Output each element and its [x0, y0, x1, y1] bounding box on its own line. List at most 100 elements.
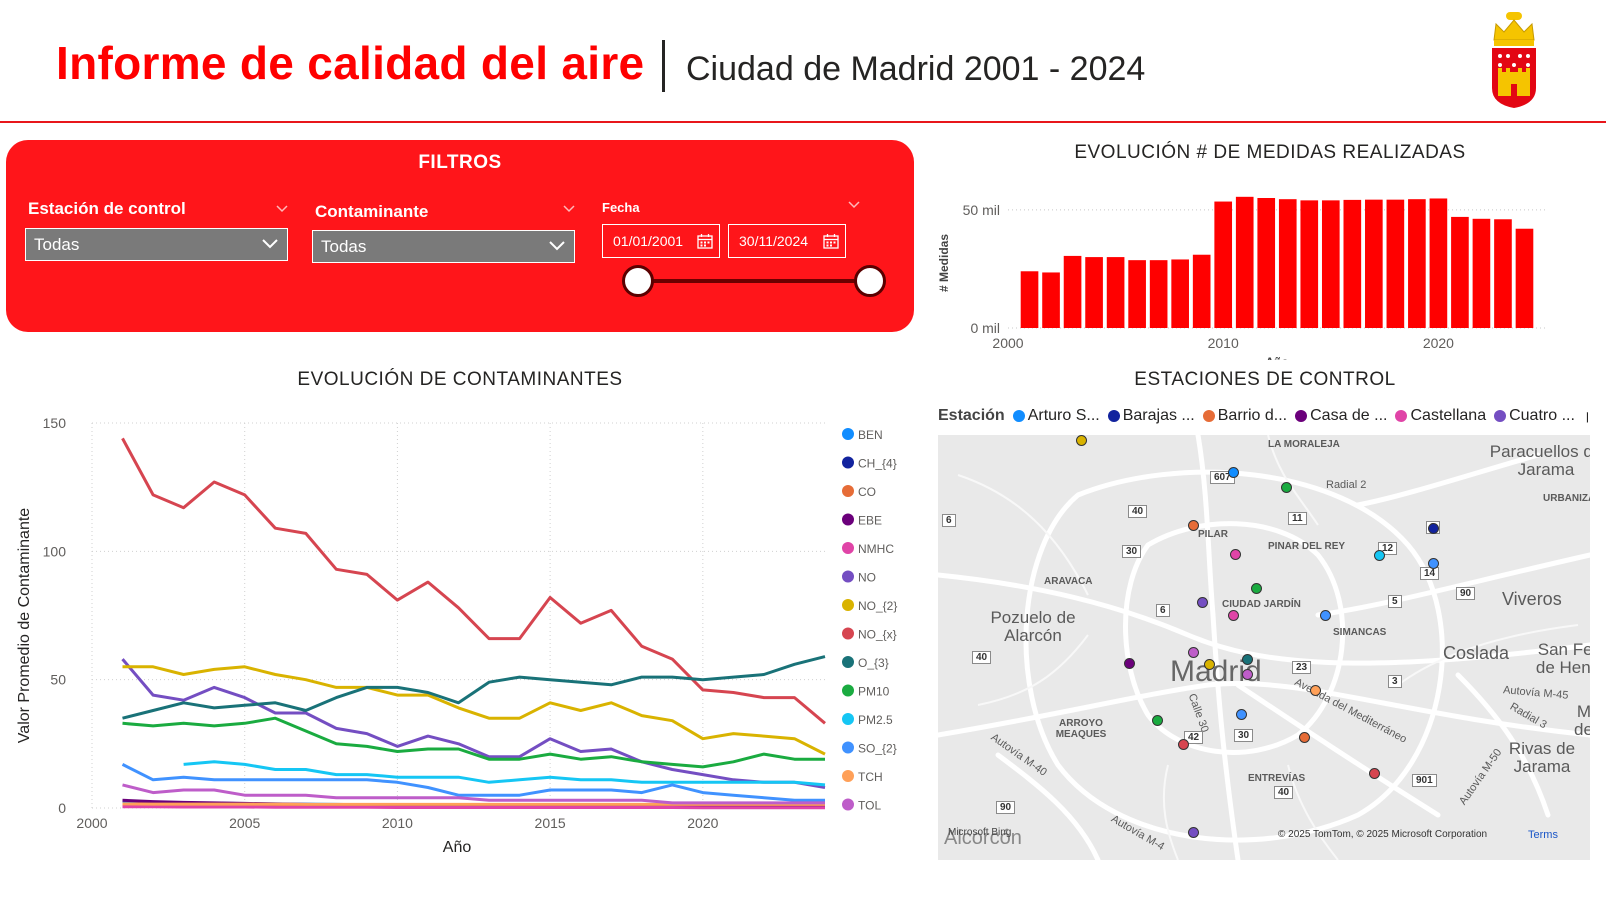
station-marker[interactable]: [1242, 669, 1253, 680]
station-marker[interactable]: [1320, 610, 1331, 621]
series-line-nmhc[interactable]: [122, 805, 826, 810]
calendar-icon[interactable]: [697, 233, 713, 249]
station-marker[interactable]: [1281, 482, 1292, 493]
series-line-tol[interactable]: [122, 783, 826, 805]
triangle-right-icon[interactable]: ▶: [1587, 408, 1588, 425]
station-marker[interactable]: [1188, 520, 1199, 531]
series-line-no2[interactable]: [122, 665, 826, 756]
station-marker[interactable]: [1374, 550, 1385, 561]
station-marker[interactable]: [1236, 709, 1247, 720]
legend-station-item[interactable]: Casa de ...: [1295, 407, 1387, 425]
bar-2023[interactable]: [1494, 219, 1512, 328]
bar-2011[interactable]: [1235, 196, 1254, 328]
series-line-pm2.5[interactable]: [183, 760, 826, 787]
pollutant-dropdown[interactable]: Todas: [312, 230, 575, 263]
date-slider-track[interactable]: [636, 279, 868, 283]
bar-2008[interactable]: [1171, 259, 1189, 328]
calendar-icon[interactable]: [823, 233, 839, 249]
bar-2014[interactable]: [1300, 200, 1319, 328]
legend-label[interactable]: NO: [858, 571, 876, 585]
bar-2004[interactable]: [1085, 257, 1103, 328]
legend-marker[interactable]: [842, 656, 854, 668]
bar-2016[interactable]: [1343, 199, 1362, 328]
legend-marker[interactable]: [842, 485, 854, 497]
date-slider-start-handle[interactable]: [622, 265, 654, 297]
station-marker[interactable]: [1251, 583, 1262, 594]
legend-station-item[interactable]: Castellana: [1395, 407, 1486, 425]
legend-marker[interactable]: [842, 713, 854, 725]
bar-2020[interactable]: [1429, 198, 1448, 328]
stations-map[interactable]: LA MORALEJA Paracuellos de Jarama URBANIZA…: [938, 435, 1590, 860]
legend-label[interactable]: CO: [858, 485, 876, 499]
legend-marker[interactable]: [842, 542, 854, 554]
legend-marker[interactable]: [842, 513, 854, 526]
bar-2019[interactable]: [1408, 199, 1426, 328]
series-line-no[interactable]: [121, 658, 826, 789]
chevron-down-icon[interactable]: [563, 202, 575, 214]
station-marker[interactable]: [1076, 435, 1087, 446]
legend-label[interactable]: TCH: [858, 770, 883, 784]
legend-label[interactable]: CH_{4}: [858, 457, 897, 471]
series-line-so2[interactable]: [121, 763, 826, 802]
legend-label[interactable]: NMHC: [858, 542, 894, 556]
legend-label[interactable]: TOL: [858, 799, 881, 813]
series-line-pm10[interactable]: [122, 716, 826, 769]
chevron-down-icon[interactable]: [276, 202, 288, 214]
legend-label[interactable]: NO_{x}: [858, 628, 897, 642]
legend-marker[interactable]: [842, 770, 854, 782]
legend-marker[interactable]: [842, 741, 854, 754]
legend-marker[interactable]: [842, 599, 854, 611]
station-dropdown[interactable]: Todas: [25, 228, 288, 261]
station-marker[interactable]: [1188, 827, 1199, 838]
legend-label[interactable]: NO_{2}: [858, 599, 897, 613]
station-marker[interactable]: [1369, 768, 1380, 779]
bar-2015[interactable]: [1321, 200, 1340, 328]
legend-station-item[interactable]: Barajas ...: [1107, 407, 1195, 425]
map-label-terms[interactable]: Terms: [1528, 829, 1558, 841]
station-marker[interactable]: [1178, 739, 1189, 750]
date-to-input[interactable]: 30/11/2024: [728, 224, 846, 258]
station-marker[interactable]: [1204, 659, 1215, 670]
station-marker[interactable]: [1228, 610, 1239, 621]
legend-label[interactable]: O_{3}: [858, 656, 889, 670]
bar-2009[interactable]: [1192, 254, 1211, 328]
bar-2002[interactable]: [1042, 272, 1060, 328]
date-slider-end-handle[interactable]: [854, 265, 886, 297]
bar-2013[interactable]: [1278, 199, 1297, 328]
station-marker[interactable]: [1152, 715, 1163, 726]
legend-marker[interactable]: [842, 684, 854, 697]
station-marker[interactable]: [1428, 558, 1439, 569]
legend-marker[interactable]: [842, 456, 854, 469]
bar-2021[interactable]: [1451, 216, 1469, 328]
bar-2022[interactable]: [1472, 218, 1491, 328]
station-marker[interactable]: [1428, 523, 1439, 534]
bar-2018[interactable]: [1386, 199, 1405, 328]
bar-2003[interactable]: [1063, 255, 1082, 328]
legend-label[interactable]: PM10: [858, 685, 890, 699]
station-marker[interactable]: [1299, 732, 1310, 743]
legend-label[interactable]: BEN: [858, 428, 883, 442]
bar-2001[interactable]: [1020, 271, 1039, 328]
legend-station-item[interactable]: Barrio d...: [1202, 407, 1287, 425]
station-marker[interactable]: [1242, 654, 1253, 665]
series-line-nox[interactable]: [121, 437, 826, 725]
legend-label[interactable]: PM2.5: [858, 713, 893, 727]
legend-marker[interactable]: [842, 627, 854, 640]
legend-marker[interactable]: [842, 570, 854, 583]
bar-2024[interactable]: [1515, 228, 1534, 328]
station-marker[interactable]: [1197, 597, 1208, 608]
bar-2007[interactable]: [1149, 260, 1168, 328]
station-marker[interactable]: [1228, 467, 1239, 478]
bar-2010[interactable]: [1214, 201, 1233, 328]
series-line-tch[interactable]: [122, 802, 826, 806]
bar-2017[interactable]: [1365, 199, 1383, 328]
legend-marker[interactable]: [842, 798, 854, 811]
legend-label[interactable]: EBE: [858, 514, 882, 528]
station-marker[interactable]: [1230, 549, 1241, 560]
legend-station-item[interactable]: Cuatro ...: [1494, 407, 1575, 425]
series-line-o3[interactable]: [122, 655, 826, 720]
legend-station-item[interactable]: Arturo S...: [1012, 407, 1100, 425]
station-marker[interactable]: [1310, 685, 1321, 696]
station-marker[interactable]: [1124, 658, 1135, 669]
bar-2005[interactable]: [1106, 257, 1125, 328]
